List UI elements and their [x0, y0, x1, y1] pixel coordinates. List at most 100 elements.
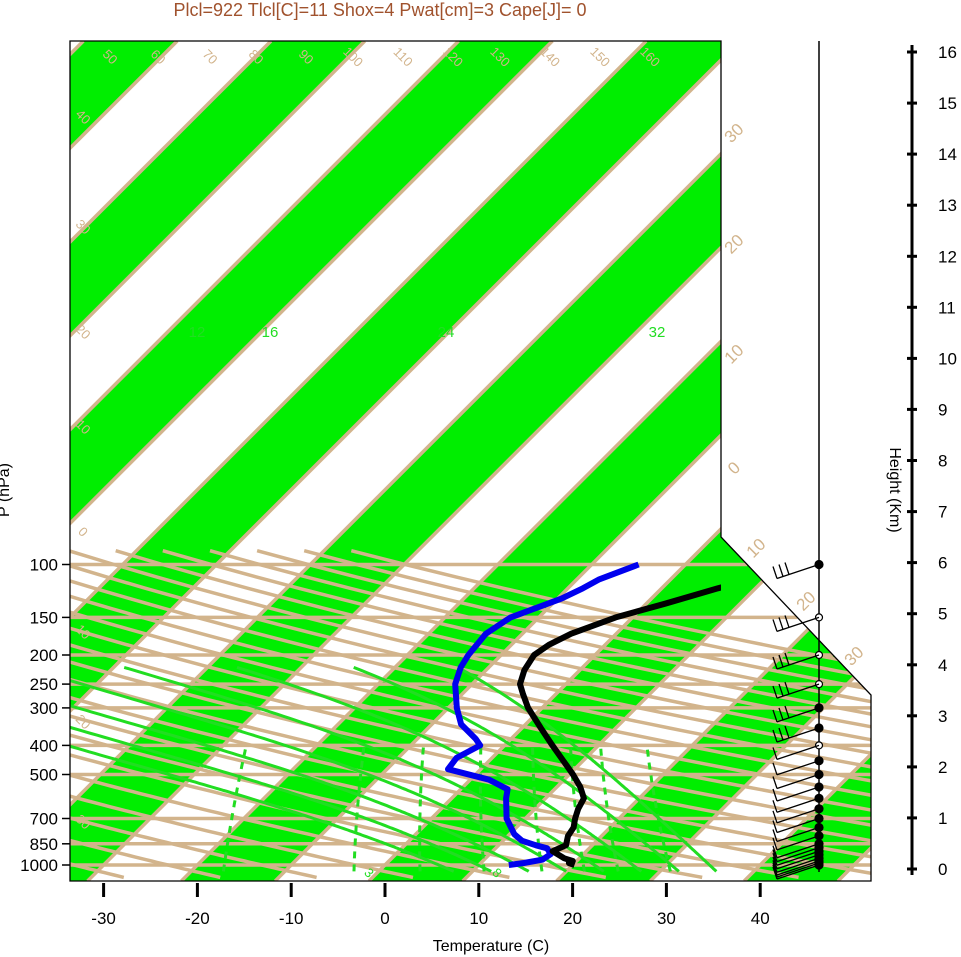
wind-barb-feather: [772, 747, 778, 760]
isotherm: [70, 41, 554, 526]
wind-barb-shaft: [776, 843, 820, 859]
wind-barb-feather: [778, 564, 784, 577]
isotherm: [70, 41, 273, 245]
height-tick-label: 5: [938, 605, 947, 624]
wind-barb-shaft: [776, 786, 820, 802]
wind-barb-shaft: [776, 864, 820, 880]
wind-barb-shaft: [776, 854, 820, 870]
pressure-tick-label: 150: [30, 608, 58, 627]
wind-barb-feather: [778, 683, 784, 697]
temperature-tick-label: -20: [185, 909, 210, 928]
isotherm-label: 150: [587, 44, 613, 70]
wind-barb-shaft: [776, 857, 820, 873]
height-tick-label: 4: [938, 656, 947, 675]
moist-adiabat: [70, 744, 455, 873]
dry-adiabat: [721, 549, 871, 880]
wind-barb-feather: [784, 615, 790, 628]
dry-adiabat: [70, 794, 414, 880]
wind-barb-feather: [772, 820, 778, 833]
wind-barb-feather: [778, 617, 784, 630]
isotherm: [367, 526, 721, 881]
wind-barb-feather: [772, 656, 778, 670]
mixing-ratio-line: [645, 745, 672, 872]
dry-adiabat: [721, 549, 871, 880]
moist-adiabats: [70, 665, 718, 873]
isotherm: [70, 41, 367, 339]
dry-adiabat: [70, 564, 721, 727]
dry-adiabat: [70, 714, 721, 866]
temperature-axis: -30 -20 -10 0 10 20 30 40: [91, 883, 770, 928]
moist-adiabat-label: 16: [262, 324, 279, 341]
wind-barb-feather: [772, 810, 778, 824]
wind-barb-shaft: [776, 860, 820, 876]
pressure-tick-label: 400: [30, 736, 58, 755]
isotherm-label-left: 0: [75, 524, 91, 540]
mixing-ratio-line: [221, 745, 248, 872]
wind-barb-feather: [772, 762, 778, 776]
isotherm: [461, 620, 721, 881]
height-tick-label: 15: [938, 94, 957, 113]
wind-barb-shaft: [776, 846, 820, 863]
dry-adiabat-label: 20: [721, 231, 748, 258]
dry-adiabat: [70, 816, 317, 880]
isotherm: [721, 537, 809, 881]
pressure-tick-label: 700: [30, 810, 58, 829]
height-tick-label: 3: [938, 707, 947, 726]
wind-barb-feather: [772, 685, 778, 699]
wind-barb-feather: [784, 725, 790, 739]
dry-adiabat: [115, 549, 721, 700]
dry-adiabat: [0, 551, 27, 878]
pressure-tick-label: 1000: [20, 856, 58, 875]
height-tick-label: 11: [938, 298, 956, 317]
mixing-ratio-label: 8: [489, 865, 505, 881]
isotherm-label: 110: [391, 44, 416, 69]
wind-barb-shaft: [776, 760, 820, 776]
temperature-tick-label: 30: [657, 909, 676, 928]
height-tick-label: 7: [938, 503, 947, 522]
height-tick-label: 13: [938, 196, 957, 215]
height-tick-label: 6: [938, 554, 947, 573]
wind-barb-feather: [784, 652, 790, 666]
wind-barb-feather: [772, 860, 778, 873]
height-tick-label: 0: [938, 860, 947, 879]
dry-adiabat: [721, 549, 871, 880]
height-tick-label: 9: [938, 400, 947, 419]
height-tick-label: 16: [938, 43, 957, 62]
wind-barb-feather: [772, 709, 778, 723]
dry-adiabat: [70, 594, 721, 755]
dry-adiabat-label: 20: [793, 588, 820, 615]
temperature-tick-label: 40: [751, 909, 770, 928]
dry-adiabat: [70, 733, 703, 880]
wind-barb-feather: [772, 788, 778, 802]
dry-adiabat: [70, 549, 721, 713]
temperature-tick-label: 20: [563, 909, 582, 928]
temperature-tick-label: 0: [380, 909, 389, 928]
dry-adiabat: [70, 660, 721, 815]
wind-barb-feather: [784, 705, 790, 719]
wind-barb-shaft: [776, 563, 820, 580]
pressure-tick-label: 200: [30, 646, 58, 665]
dry-adiabat-label: 30: [721, 120, 748, 147]
dry-adiabat-label: 30: [841, 643, 868, 670]
height-tick-label: 8: [938, 452, 947, 471]
moist-adiabat-label: 12: [189, 324, 206, 341]
height-tick-label: 2: [938, 758, 947, 777]
moist-adiabat: [70, 704, 530, 873]
dewpoint-line: [445, 561, 640, 868]
pressure-tick-label: 300: [30, 699, 58, 718]
mixing-ratio-line: [352, 745, 366, 872]
wind-barb-shaft: [776, 808, 820, 824]
mixing-ratio-line: [418, 745, 425, 872]
dry-adiabat: [721, 549, 871, 880]
wind-barb-shaft: [776, 683, 820, 699]
wind-barb-shaft: [776, 835, 820, 851]
plot-area: [70, 41, 721, 881]
isotherm: [70, 151, 721, 808]
wind-barb-feather: [772, 849, 778, 862]
pressure-axis-label: P (hPa): [0, 463, 13, 517]
isotherm: [70, 57, 721, 714]
wind-barb-shaft: [776, 826, 820, 843]
isotherm: [70, 41, 460, 433]
wind-barb-feather: [784, 681, 790, 695]
